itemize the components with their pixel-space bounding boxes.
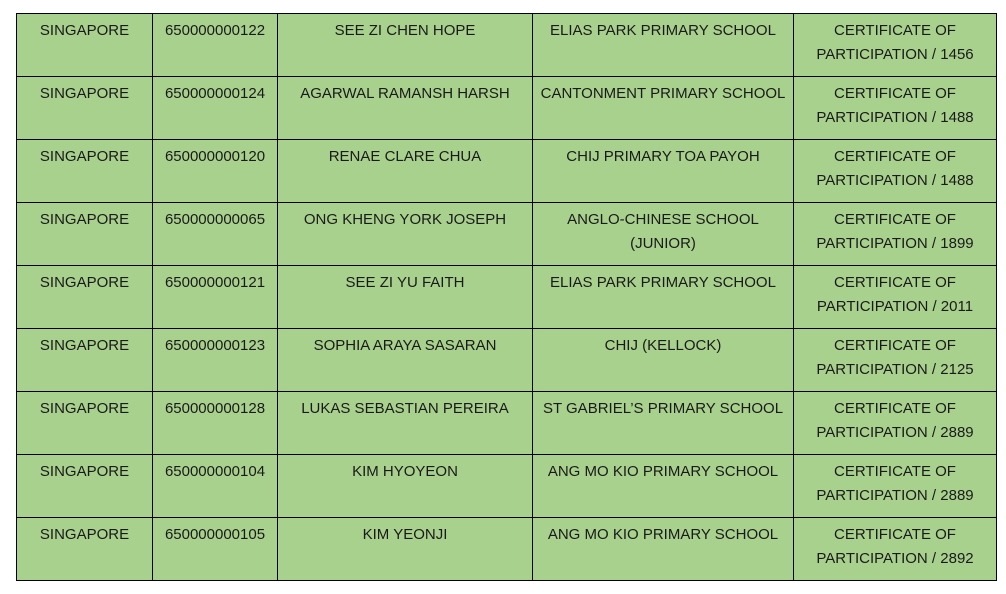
id-cell: 650000000124: [152, 76, 278, 140]
id-cell: 650000000105: [152, 517, 278, 581]
award-cell: CERTIFICATE OF PARTICIPATION / 2125: [793, 328, 997, 392]
award-cell: CERTIFICATE OF PARTICIPATION / 1899: [793, 202, 997, 266]
country-cell: SINGAPORE: [16, 265, 153, 329]
country-cell: SINGAPORE: [16, 454, 153, 518]
school-cell: ANG MO KIO PRIMARY SCHOOL: [532, 517, 794, 581]
table-row: SINGAPORE 650000000105 KIM YEONJI ANG MO KI…: [16, 517, 997, 581]
id-cell: 650000000120: [152, 139, 278, 203]
country-cell: SINGAPORE: [16, 202, 153, 266]
name-cell: KIM YEONJI: [277, 517, 533, 581]
results-table: SINGAPORE 650000000122 SEE ZI CHEN HOPE ELI…: [16, 13, 997, 581]
award-cell: CERTIFICATE OF PARTICIPATION / 1488: [793, 139, 997, 203]
school-cell: CANTONMENT PRIMARY SCHOOL: [532, 76, 794, 140]
name-cell: RENAE CLARE CHUA: [277, 139, 533, 203]
country-cell: SINGAPORE: [16, 517, 153, 581]
name-cell: SEE ZI CHEN HOPE: [277, 13, 533, 77]
table-row: SINGAPORE 650000000124 AGARWAL RAMANSH HAR…: [16, 76, 997, 140]
school-cell: ANG MO KIO PRIMARY SCHOOL: [532, 454, 794, 518]
id-cell: 650000000065: [152, 202, 278, 266]
award-cell: CERTIFICATE OF PARTICIPATION / 2889: [793, 454, 997, 518]
country-cell: SINGAPORE: [16, 328, 153, 392]
id-cell: 650000000104: [152, 454, 278, 518]
award-cell: CERTIFICATE OF PARTICIPATION / 1456: [793, 13, 997, 77]
country-cell: SINGAPORE: [16, 13, 153, 77]
award-cell: CERTIFICATE OF PARTICIPATION / 1488: [793, 76, 997, 140]
school-cell: ELIAS PARK PRIMARY SCHOOL: [532, 265, 794, 329]
id-cell: 650000000121: [152, 265, 278, 329]
country-cell: SINGAPORE: [16, 139, 153, 203]
name-cell: SOPHIA ARAYA SASARAN: [277, 328, 533, 392]
name-cell: LUKAS SEBASTIAN PEREIRA: [277, 391, 533, 455]
id-cell: 650000000122: [152, 13, 278, 77]
school-cell: ANGLO-CHINESE SCHOOL (JUNIOR): [532, 202, 794, 266]
name-cell: ONG KHENG YORK JOSEPH: [277, 202, 533, 266]
name-cell: SEE ZI YU FAITH: [277, 265, 533, 329]
country-cell: SINGAPORE: [16, 76, 153, 140]
table-row: SINGAPORE 650000000122 SEE ZI CHEN HOPE ELI…: [16, 13, 997, 77]
id-cell: 650000000123: [152, 328, 278, 392]
table-row: SINGAPORE 650000000104 KIM HYOYEON ANG MO K…: [16, 454, 997, 518]
award-cell: CERTIFICATE OF PARTICIPATION / 2011: [793, 265, 997, 329]
table-row: SINGAPORE 650000000123 SOPHIA ARAYA SASARA…: [16, 328, 997, 392]
award-cell: CERTIFICATE OF PARTICIPATION / 2889: [793, 391, 997, 455]
school-cell: ELIAS PARK PRIMARY SCHOOL: [532, 13, 794, 77]
table-row: SINGAPORE 650000000120 RENAE CLARE CHUA CHI…: [16, 139, 997, 203]
table-row: SINGAPORE 650000000121 SEE ZI YU FAITH ELIA…: [16, 265, 997, 329]
award-cell: CERTIFICATE OF PARTICIPATION / 2892: [793, 517, 997, 581]
school-cell: ST GABRIEL’S PRIMARY SCHOOL: [532, 391, 794, 455]
school-cell: CHIJ (KELLOCK): [532, 328, 794, 392]
name-cell: KIM HYOYEON: [277, 454, 533, 518]
name-cell: AGARWAL RAMANSH HARSH: [277, 76, 533, 140]
id-cell: 650000000128: [152, 391, 278, 455]
country-cell: SINGAPORE: [16, 391, 153, 455]
table-row: SINGAPORE 650000000128 LUKAS SEBASTIAN PER…: [16, 391, 997, 455]
school-cell: CHIJ PRIMARY TOA PAYOH: [532, 139, 794, 203]
table-row: SINGAPORE 650000000065 ONG KHENG YORK JOSE…: [16, 202, 997, 266]
